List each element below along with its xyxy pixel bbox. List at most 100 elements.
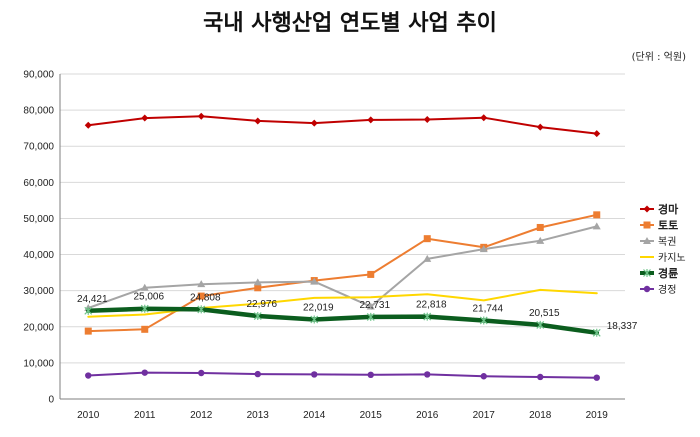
data-label: 22,976 <box>246 299 277 310</box>
data-point <box>480 114 488 122</box>
legend-item: 카지노 <box>640 252 686 264</box>
data-point <box>423 254 432 262</box>
legend-label: 경마 <box>658 202 679 216</box>
y-tick-label: 50,000 <box>23 214 54 225</box>
data-point <box>536 236 545 244</box>
data-point <box>198 369 205 377</box>
legend-label: 카지노 <box>658 252 686 264</box>
data-point <box>310 119 318 127</box>
series-6 <box>85 369 600 381</box>
data-point <box>643 237 651 244</box>
data-label: 20,515 <box>529 308 560 319</box>
data-point <box>592 328 601 337</box>
data-label: 22,731 <box>359 300 390 311</box>
data-point <box>254 284 262 292</box>
unit-note: (단위 : 억원) <box>632 50 686 63</box>
axis-layer: 0 10,000 20,000 30,000 40,000 50,000 60,000 70,… <box>23 70 608 422</box>
data-point <box>141 325 149 333</box>
data-point <box>536 223 544 231</box>
legend-item: 경마 <box>640 202 679 216</box>
x-tick-label: 2016 <box>416 410 439 421</box>
y-tick-label: 60,000 <box>23 178 54 189</box>
data-point <box>140 304 149 313</box>
data-point <box>253 312 262 321</box>
series-line <box>87 115 598 135</box>
legend-item: 경륜 <box>640 266 678 280</box>
x-tick-label: 2010 <box>77 410 100 421</box>
data-point <box>197 280 206 288</box>
data-point <box>592 222 601 230</box>
series-line <box>87 371 598 379</box>
data-point <box>197 292 205 300</box>
data-label: 24,421 <box>77 294 108 305</box>
data-point <box>367 371 374 379</box>
data-point <box>254 117 262 125</box>
data-point <box>84 121 92 129</box>
data-point <box>593 211 601 219</box>
x-tick-label: 2013 <box>247 410 270 421</box>
data-point <box>310 315 319 324</box>
series-5 <box>84 304 601 337</box>
data-point <box>84 306 93 315</box>
data-point <box>479 316 488 325</box>
data-point <box>643 269 651 277</box>
x-tick-label: 2015 <box>360 410 383 421</box>
data-point <box>141 114 149 122</box>
x-tick-label: 2011 <box>134 410 156 421</box>
data-label: 21,744 <box>472 303 503 314</box>
data-label: 22,818 <box>416 300 447 311</box>
data-point <box>643 285 651 293</box>
legend-item: 복권 <box>640 236 676 248</box>
data-point <box>423 312 432 321</box>
legend-item: 경정 <box>640 283 676 296</box>
x-tick-label: 2018 <box>529 410 552 421</box>
data-point <box>536 123 544 131</box>
data-point <box>479 245 488 253</box>
y-tick-label: 70,000 <box>23 142 54 153</box>
y-tick-label: 20,000 <box>23 322 54 333</box>
grid-layer <box>60 73 625 400</box>
data-point <box>480 373 487 380</box>
y-tick-label: 40,000 <box>23 250 54 261</box>
data-point <box>643 221 651 229</box>
data-label: 24,808 <box>190 292 221 303</box>
legend-label: 토토 <box>658 219 678 232</box>
series-line <box>87 213 598 333</box>
x-tick-label: 2014 <box>303 410 326 421</box>
data-point <box>310 277 319 285</box>
data-label: 18,337 <box>607 321 638 332</box>
data-point <box>537 373 544 381</box>
legend-item: 토토 <box>640 219 678 232</box>
x-tick-label: 2012 <box>190 410 213 421</box>
data-point <box>366 302 375 310</box>
x-tick-label: 2019 <box>586 410 609 421</box>
chart-title: 국내 사행산업 연도별 사업 추이 <box>203 11 497 36</box>
data-point <box>253 278 262 286</box>
series-line <box>87 225 598 309</box>
data-point <box>311 371 318 378</box>
data-label: 25,006 <box>133 292 164 303</box>
legend-label: 복권 <box>658 236 676 248</box>
legend-label: 경륜 <box>658 266 678 280</box>
data-label: 22,019 <box>303 302 334 313</box>
data-point <box>197 305 206 314</box>
y-tick-label: 10,000 <box>23 358 54 369</box>
data-point <box>643 205 651 213</box>
series-line <box>86 306 600 336</box>
data-point <box>593 374 600 381</box>
data-point <box>423 116 431 123</box>
data-point <box>140 283 149 291</box>
y-tick-label: 0 <box>48 395 54 406</box>
data-point <box>141 369 148 376</box>
data-point <box>593 130 601 138</box>
y-tick-label: 90,000 <box>23 70 54 81</box>
x-tick-label: 2017 <box>473 410 496 421</box>
data-point <box>367 270 375 278</box>
y-tick-label: 30,000 <box>23 286 54 297</box>
data-point <box>197 112 205 120</box>
series-layer <box>84 112 601 381</box>
data-point <box>85 372 92 379</box>
